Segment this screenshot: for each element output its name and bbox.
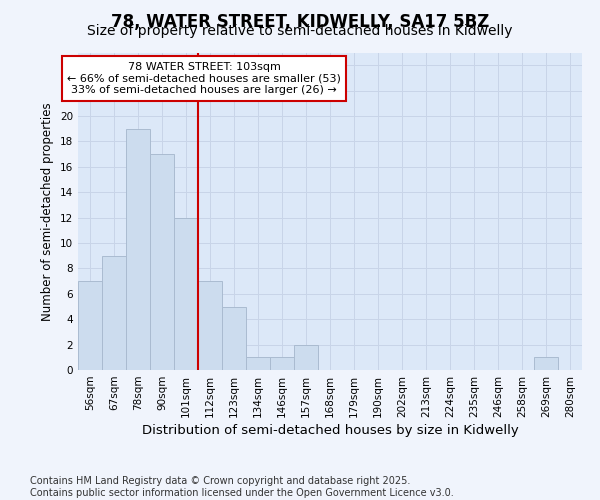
Bar <box>270 358 294 370</box>
Bar <box>246 358 270 370</box>
Text: Size of property relative to semi-detached houses in Kidwelly: Size of property relative to semi-detach… <box>87 24 513 38</box>
Bar <box>534 358 558 370</box>
Bar <box>222 306 246 370</box>
Bar <box>150 154 174 370</box>
Text: 78 WATER STREET: 103sqm
← 66% of semi-detached houses are smaller (53)
33% of se: 78 WATER STREET: 103sqm ← 66% of semi-de… <box>67 62 341 95</box>
Bar <box>174 218 198 370</box>
Text: Contains HM Land Registry data © Crown copyright and database right 2025.
Contai: Contains HM Land Registry data © Crown c… <box>30 476 454 498</box>
Bar <box>198 281 222 370</box>
Bar <box>102 256 126 370</box>
X-axis label: Distribution of semi-detached houses by size in Kidwelly: Distribution of semi-detached houses by … <box>142 424 518 437</box>
Y-axis label: Number of semi-detached properties: Number of semi-detached properties <box>41 102 55 320</box>
Bar <box>126 128 150 370</box>
Bar <box>78 281 102 370</box>
Bar <box>294 344 318 370</box>
Text: 78, WATER STREET, KIDWELLY, SA17 5BZ: 78, WATER STREET, KIDWELLY, SA17 5BZ <box>111 12 489 30</box>
